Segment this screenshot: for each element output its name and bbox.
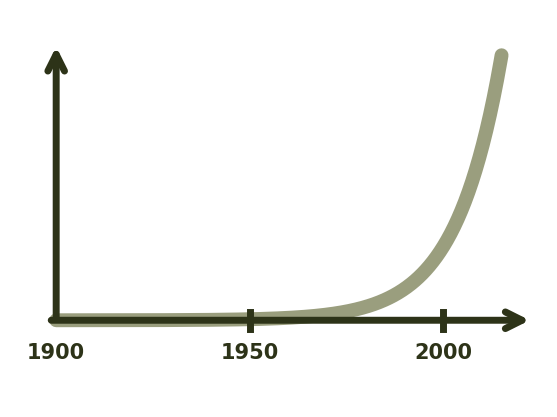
Text: 2000: 2000 — [414, 343, 472, 363]
Text: 1900: 1900 — [27, 343, 85, 363]
Text: 1950: 1950 — [221, 343, 279, 363]
